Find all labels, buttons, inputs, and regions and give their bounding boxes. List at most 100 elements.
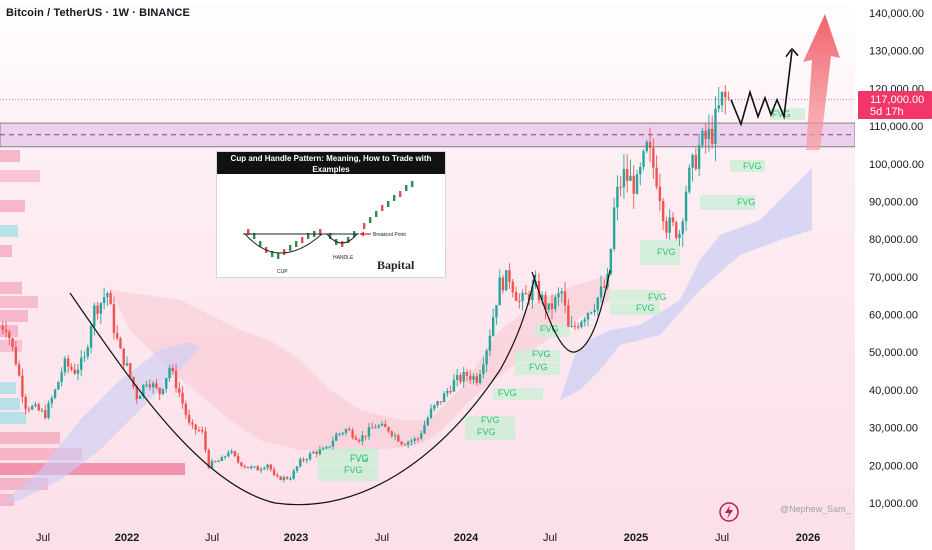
fvg-label: FVG	[743, 161, 762, 171]
inset-cup-curve	[244, 233, 323, 254]
inset-candle	[369, 217, 372, 223]
candle-body	[400, 441, 403, 445]
candle-body	[8, 332, 11, 339]
inset-handle-curve	[326, 233, 358, 244]
volume-bar	[0, 170, 40, 182]
candle-body	[446, 390, 449, 394]
candle-body	[469, 375, 472, 380]
candle-body	[1, 325, 4, 330]
y-tick-label: 90,000.00	[869, 196, 918, 208]
candle-body	[580, 321, 583, 328]
fvg-label: FVG	[529, 362, 548, 372]
candle-body	[253, 466, 256, 468]
candle-body	[544, 295, 547, 310]
cup-curves	[69, 269, 611, 506]
fvg-label: FVG	[477, 427, 496, 437]
volume-bar	[0, 150, 20, 162]
candle-body	[665, 220, 668, 233]
candle-body	[184, 403, 188, 415]
candle-body	[668, 217, 671, 233]
inset-breakout-arrowhead	[360, 231, 364, 237]
y-tick-label: 140,000.00	[869, 8, 924, 20]
y-tick-label: 130,000.00	[869, 46, 924, 58]
candle-body	[295, 466, 299, 471]
candle-body	[629, 175, 632, 181]
x-tick-label: 2023	[284, 532, 308, 544]
candle-body	[76, 369, 80, 374]
candle-body	[312, 451, 315, 454]
candle-body	[308, 453, 312, 460]
candle-body	[518, 300, 521, 302]
inset-candle	[247, 229, 250, 235]
candle-body	[73, 369, 76, 374]
candle-body	[165, 378, 168, 389]
inset-candle	[399, 191, 402, 197]
inset-brand: Bapital	[377, 258, 415, 272]
candle-body	[348, 429, 351, 431]
volume-bar	[0, 310, 28, 322]
candle-body	[491, 317, 495, 336]
candle-body	[691, 154, 694, 168]
inset-breakout-label: Breakout Point	[373, 232, 406, 238]
candle-body	[158, 387, 161, 395]
cup-handle-inset: Cup and Handle Pattern: Meaning, How to …	[216, 151, 446, 278]
candle-body	[86, 347, 89, 357]
candle-body	[403, 444, 407, 446]
candle-body	[256, 466, 259, 471]
candle-body	[325, 446, 328, 449]
candle-body	[554, 297, 557, 310]
candle-body	[11, 338, 14, 347]
volume-bar	[0, 200, 25, 212]
candles-layer	[0, 84, 730, 483]
inset-candles	[247, 181, 414, 259]
candle-body	[109, 293, 112, 305]
inset-candle	[393, 195, 396, 201]
candle-body	[115, 333, 119, 339]
inset-title: Cup and Handle Pattern: Meaning, How to …	[217, 152, 445, 174]
candle-body	[151, 383, 155, 388]
candle-body	[393, 435, 397, 437]
candle-body	[230, 451, 233, 453]
candle-body	[40, 410, 44, 412]
inset-candle	[387, 201, 390, 207]
candle-body	[570, 325, 573, 327]
candle-body	[586, 313, 590, 320]
candle-body	[661, 201, 665, 221]
candle-body	[80, 357, 83, 370]
price-axis: 140,000.00130,000.00120,000.00110,000.00…	[855, 0, 932, 550]
candle-body	[351, 430, 354, 438]
candle-body	[645, 141, 649, 152]
candle-body	[514, 292, 518, 301]
fvg-label: FVG	[648, 292, 667, 302]
candle-body	[24, 396, 27, 409]
candle-body	[246, 466, 250, 469]
candle-body	[642, 151, 645, 167]
fvg-label: FVG	[350, 453, 369, 463]
candle-body	[531, 286, 534, 301]
candle-body	[380, 424, 384, 426]
candle-body	[269, 464, 273, 470]
candle-body	[616, 186, 619, 208]
candle-body	[357, 439, 361, 442]
fvg-label: FVG	[498, 388, 517, 398]
candle-body	[142, 384, 145, 396]
candle-body	[236, 456, 240, 463]
candle-body	[675, 222, 678, 238]
candle-body	[573, 325, 577, 327]
candle-body	[70, 366, 73, 370]
inset-candle	[301, 237, 304, 243]
candle-body	[66, 358, 70, 367]
candle-body	[501, 277, 505, 291]
candle-body	[505, 270, 508, 291]
inset-candle	[295, 241, 298, 247]
candle-body	[282, 477, 286, 481]
inset-handle-label: HANDLE	[333, 255, 354, 261]
candle-body	[155, 383, 158, 388]
y-tick-label: 20,000.00	[869, 460, 918, 472]
fvg-box	[640, 240, 680, 265]
y-tick-label: 30,000.00	[869, 423, 918, 435]
fvg-box	[465, 428, 515, 440]
fvg-box	[730, 160, 765, 172]
candle-body	[266, 464, 269, 469]
